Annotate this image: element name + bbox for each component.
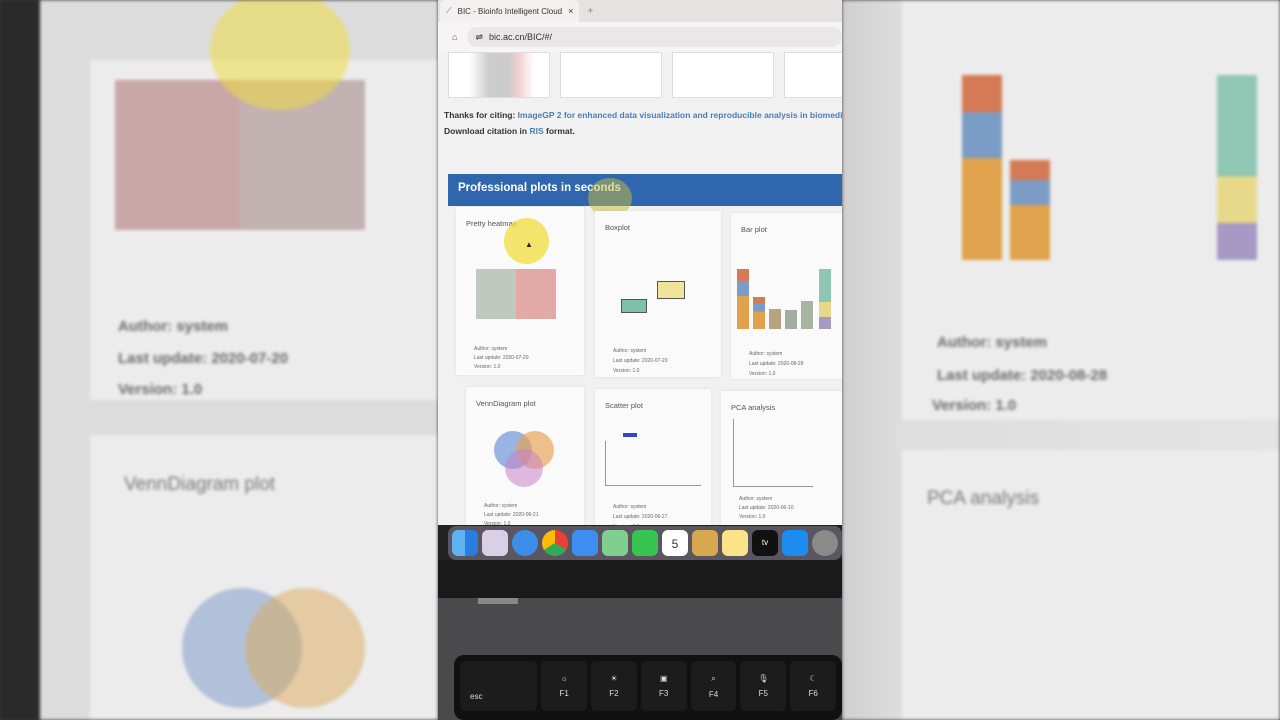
card-title: Bar plot bbox=[741, 225, 767, 234]
bar-preview bbox=[737, 269, 749, 329]
citation-text: Thanks for citing: ImageGP 2 for enhance… bbox=[438, 98, 842, 120]
close-tab-icon[interactable]: × bbox=[568, 6, 574, 16]
blurred-background-left: Author: system Last update: 2020-07-20 V… bbox=[0, 0, 438, 720]
microphone-icon: 🎙︎ bbox=[758, 674, 769, 683]
section-title: Professional plots in seconds bbox=[458, 182, 621, 194]
card-title: PCA analysis bbox=[731, 403, 776, 412]
plot-thumbnails-row bbox=[438, 52, 842, 98]
f3-key[interactable]: ▣ F3 bbox=[640, 661, 687, 711]
apple-tv-icon[interactable]: tv bbox=[752, 530, 778, 556]
ris-link[interactable]: RIS bbox=[529, 126, 544, 136]
side-version: Version: 1.0 bbox=[932, 397, 1017, 414]
scatter-preview bbox=[623, 433, 637, 437]
url-text: bic.ac.cn/BIC/#/ bbox=[488, 32, 553, 42]
track-thumbnail[interactable] bbox=[672, 52, 774, 98]
side-title: VennDiagram plot bbox=[124, 474, 276, 495]
address-bar[interactable]: ⇌ bic.ac.cn/BIC/#/ bbox=[467, 27, 842, 47]
card-title: VennDiagram plot bbox=[476, 399, 536, 408]
heatmap-preview bbox=[476, 269, 556, 319]
side-title: PCA analysis bbox=[927, 488, 1039, 509]
tab-bar: ⟋ BIC - Bioinfo Intelligent Cloud × + bbox=[438, 0, 842, 22]
mail-icon[interactable] bbox=[572, 530, 598, 556]
site-settings-icon[interactable]: ⇌ bbox=[475, 31, 483, 42]
card-scatter-plot[interactable]: Scatter plot Author: system Last update:… bbox=[595, 389, 711, 530]
side-updated: Last update: 2020-08-28 bbox=[937, 367, 1108, 384]
notes-icon[interactable] bbox=[722, 530, 748, 556]
cursor-highlight bbox=[504, 218, 549, 264]
f5-key[interactable]: 🎙︎ F5 bbox=[740, 661, 787, 711]
folder-icon[interactable] bbox=[692, 530, 718, 556]
maps-icon[interactable] bbox=[602, 530, 628, 556]
chrome-icon[interactable] bbox=[542, 530, 568, 556]
laptop-hinge bbox=[438, 560, 842, 598]
dock: 5 tv bbox=[448, 526, 842, 560]
site-favicon-icon: ⟋ bbox=[446, 6, 452, 15]
f4-key[interactable]: ⌕ F4 bbox=[690, 661, 737, 711]
card-pretty-heatmap[interactable]: Pretty heatmap Author: system Last updat… bbox=[456, 207, 584, 375]
calendar-icon[interactable]: 5 bbox=[662, 530, 688, 556]
side-updated: Last update: 2020-07-20 bbox=[118, 350, 289, 367]
card-bar-plot[interactable]: Bar plot Author: system Last update: 202… bbox=[731, 213, 842, 379]
launchpad-icon[interactable] bbox=[482, 530, 508, 556]
citation-link[interactable]: ImageGP 2 for enhanced data visualizatio… bbox=[517, 110, 842, 120]
toolbar: ⌂ ⇌ bic.ac.cn/BIC/#/ bbox=[438, 22, 842, 52]
f2-key[interactable]: ☀ F2 bbox=[591, 661, 637, 711]
facetime-icon[interactable] bbox=[632, 530, 658, 556]
safari-icon[interactable] bbox=[512, 530, 538, 556]
card-venndiagram-plot[interactable]: VennDiagram plot Author: system Last upd… bbox=[466, 387, 584, 527]
f6-key[interactable]: ☾ F6 bbox=[790, 661, 837, 711]
esc-key[interactable]: esc bbox=[460, 661, 538, 711]
new-tab-icon[interactable]: + bbox=[587, 5, 594, 17]
mouse-cursor-icon: ▲ bbox=[525, 240, 533, 249]
search-icon: ⌕ bbox=[711, 673, 716, 683]
moon-icon: ☾ bbox=[809, 674, 817, 683]
mission-control-icon: ▣ bbox=[659, 674, 668, 683]
card-pca-analysis[interactable]: PCA analysis Author: system Last update:… bbox=[721, 391, 842, 525]
volcano-thumbnail[interactable] bbox=[448, 52, 550, 98]
network-thumbnail[interactable] bbox=[784, 52, 842, 98]
side-author: Author: system bbox=[937, 334, 1048, 351]
home-icon[interactable]: ⌂ bbox=[452, 32, 458, 42]
browser-window: ⟋ BIC - Bioinfo Intelligent Cloud × + ⌂ … bbox=[438, 0, 842, 530]
section-banner: Professional plots in seconds bbox=[448, 174, 842, 206]
side-author: Author: system bbox=[118, 318, 229, 335]
function-key-row: esc ☼ F1 ☀ F2 ▣ F3 ⌕ F4 🎙︎ F5 ☾ F6 bbox=[454, 655, 842, 720]
f1-key[interactable]: ☼ F1 bbox=[541, 661, 588, 711]
card-boxplot[interactable]: Boxplot Author: system Last update: 2020… bbox=[595, 211, 721, 377]
blurred-heatmap-card bbox=[90, 0, 438, 400]
brightness-up-icon: ☀ bbox=[610, 674, 618, 683]
finder-icon[interactable] bbox=[452, 530, 478, 556]
app-store-icon[interactable] bbox=[782, 530, 808, 556]
card-title: Scatter plot bbox=[605, 401, 643, 410]
browser-tab[interactable]: ⟋ BIC - Bioinfo Intelligent Cloud × bbox=[440, 0, 580, 22]
violin-thumbnail[interactable] bbox=[560, 52, 662, 98]
side-version: Version: 1.0 bbox=[118, 381, 203, 398]
boxplot-preview bbox=[621, 299, 647, 313]
card-title: Pretty heatmap bbox=[466, 219, 517, 228]
settings-icon[interactable] bbox=[812, 530, 838, 556]
download-citation: Download citation in RIS format. bbox=[444, 126, 575, 136]
tab-title: BIC - Bioinfo Intelligent Cloud bbox=[457, 6, 563, 16]
laptop-photo: ⟋ BIC - Bioinfo Intelligent Cloud × + ⌂ … bbox=[438, 0, 842, 720]
brightness-down-icon: ☼ bbox=[560, 674, 568, 683]
card-title: Boxplot bbox=[605, 223, 631, 232]
pca-preview bbox=[733, 419, 813, 487]
blurred-background-right: Author: system Last update: 2020-08-28 V… bbox=[842, 0, 1280, 720]
